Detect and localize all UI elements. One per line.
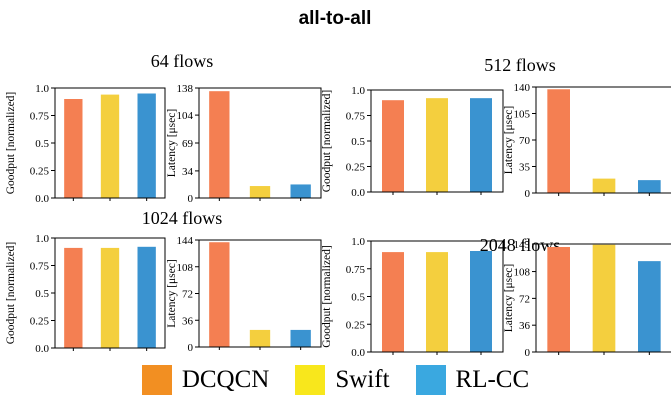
bar-swift <box>592 178 616 193</box>
panel-2048-flows-goodput: 2048 flows 0.0 0.25 0.5 0.75 1.0 Goodput [norm… <box>321 235 560 359</box>
y-tick-label: 140 <box>514 82 531 94</box>
bar-dcqcn <box>547 246 570 352</box>
y-tick-label: 0.25 <box>30 166 50 178</box>
bar-rl-cc <box>638 261 661 352</box>
y-tick-label: 0 <box>525 347 531 359</box>
y-tick-label: 72 <box>182 289 193 301</box>
y-tick-label: 108 <box>177 262 194 274</box>
legend-label-dcqcn: DCQCN <box>181 366 270 393</box>
panel-1024-flows-latency: 0 36 72 108 144 Latency [μsec] <box>166 235 322 354</box>
y-tick-label: 1.0 <box>35 233 49 245</box>
y-axis-label: Latency [μsec] <box>503 106 515 174</box>
y-tick-label: 104 <box>177 110 194 122</box>
bar-dcqcn <box>382 252 404 352</box>
y-tick-label: 0 <box>525 188 531 200</box>
legend-item-rl-cc: RL-CC <box>415 365 530 395</box>
y-tick-label: 0.75 <box>30 261 50 273</box>
bar-swift <box>100 247 120 348</box>
y-axis-label: Goodput [normalized] <box>5 242 17 345</box>
y-tick-label: 1.0 <box>35 83 49 95</box>
group-title-2048-flows: 2048 flows <box>480 235 561 255</box>
group-title-64-flows: 64 flows <box>151 51 214 71</box>
bar-rl-cc <box>137 246 156 348</box>
panel-512-flows-goodput: 512 flows 0.0 0.25 0.5 0.75 1.0 Goodput [norma… <box>321 55 556 199</box>
y-axis-label: Goodput [normalized] <box>5 92 17 195</box>
y-axis-label: Goodput [normalized] <box>321 90 333 193</box>
y-tick-label: 0.5 <box>351 292 365 304</box>
y-tick-label: 0.25 <box>346 162 366 174</box>
bar-dcqcn <box>64 247 83 348</box>
y-tick-label: 108 <box>514 267 531 279</box>
y-tick-label: 0.25 <box>30 316 50 328</box>
panel-2048-flows-latency: 0 36 72 108 145 Latency [μsec] <box>503 239 671 359</box>
y-tick-label: 0.5 <box>35 288 49 300</box>
y-tick-label: 72 <box>519 293 530 305</box>
y-tick-label: 145 <box>514 239 531 251</box>
y-tick-label: 34 <box>182 166 194 178</box>
bar-swift <box>426 252 448 352</box>
panel-512-flows-latency: 0 35 70 105 140 Latency [μsec] <box>503 82 671 200</box>
y-axis-label: Goodput [normalized] <box>321 245 333 348</box>
y-tick-label: 0.0 <box>351 187 365 199</box>
bar-rl-cc <box>470 250 492 352</box>
bar-swift <box>426 98 448 192</box>
panel-64-flows-latency: 0 34 69 104 138 Latency [μsec] <box>166 83 322 205</box>
y-tick-label: 0.75 <box>346 264 366 276</box>
y-tick-label: 0.0 <box>351 347 365 359</box>
bar-rl-cc <box>290 329 311 347</box>
y-tick-label: 70 <box>519 135 531 147</box>
y-tick-label: 35 <box>519 162 531 174</box>
group-title-1024-flows: 1024 flows <box>142 208 223 228</box>
y-tick-label: 144 <box>177 235 194 247</box>
y-tick-label: 36 <box>519 320 531 332</box>
bar-rl-cc <box>290 184 311 198</box>
bar-swift <box>100 94 120 198</box>
legend-label-swift: Swift <box>335 366 390 393</box>
bar-dcqcn <box>547 89 570 193</box>
legend-item-dcqcn: DCQCN <box>141 365 270 395</box>
figure-title: all-to-all <box>299 8 372 29</box>
y-tick-label: 0.5 <box>35 138 49 150</box>
legend-label-rl-cc: RL-CC <box>455 366 530 393</box>
group-title-512-flows: 512 flows <box>484 55 556 75</box>
y-tick-label: 0.75 <box>30 111 50 123</box>
bar-dcqcn <box>382 100 404 192</box>
y-tick-label: 0 <box>188 193 194 205</box>
y-tick-label: 138 <box>177 83 194 95</box>
legend: DCQCN Swift RL-CC <box>0 362 671 398</box>
legend-swatch-dcqcn <box>141 365 172 395</box>
y-tick-label: 0.0 <box>35 343 49 355</box>
y-axis-label: Latency [μsec] <box>166 259 178 327</box>
legend-item-swift: Swift <box>295 365 390 395</box>
y-tick-label: 105 <box>514 109 531 121</box>
y-axis-label: Latency [μsec] <box>166 109 178 177</box>
bar-rl-cc <box>638 180 661 193</box>
y-tick-label: 69 <box>182 138 194 150</box>
panels: 64 flows 0.0 0.25 0.5 0.75 1.0 Goodput [normal… <box>5 51 671 359</box>
bar-swift <box>249 186 271 198</box>
y-tick-label: 0 <box>188 342 194 354</box>
bar-swift <box>592 244 616 352</box>
y-tick-label: 36 <box>182 315 194 327</box>
y-axis-label: Latency [μsec] <box>503 264 515 332</box>
bar-dcqcn <box>209 242 230 347</box>
y-tick-label: 1.0 <box>351 236 365 248</box>
panel-1024-flows-goodput: 1024 flows 0.0 0.25 0.5 0.75 1.0 Goodput [norm… <box>5 208 222 355</box>
bar-swift <box>249 329 271 347</box>
y-tick-label: 0.5 <box>351 136 365 148</box>
bar-dcqcn <box>209 91 230 198</box>
y-tick-label: 1.0 <box>351 85 365 97</box>
bar-dcqcn <box>64 99 83 198</box>
legend-swatch-rl-cc <box>415 365 446 395</box>
legend-swatch-swift <box>295 365 326 395</box>
panel-64-flows-goodput: 64 flows 0.0 0.25 0.5 0.75 1.0 Goodput [normal… <box>5 51 213 205</box>
y-tick-label: 0.25 <box>346 319 366 331</box>
y-tick-label: 0.75 <box>346 111 366 123</box>
y-tick-label: 0.0 <box>35 193 49 205</box>
bar-rl-cc <box>137 93 156 198</box>
bar-rl-cc <box>470 98 492 192</box>
